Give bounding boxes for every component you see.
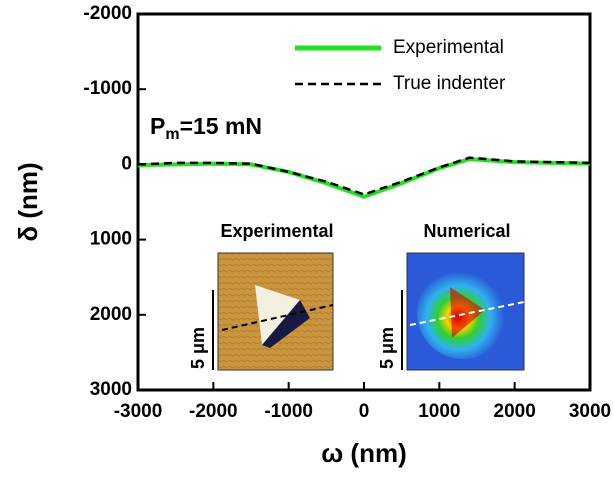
x-tick-label: 1000 [418,401,460,422]
x-tick-label: 3000 [569,401,611,422]
x-tick-label: -1000 [264,401,313,422]
x-tick-label: 2000 [494,401,536,422]
annotation-main: P [150,113,165,139]
annotation: Pm=15 mN [150,113,262,143]
y-axis-title: δ (nm) [13,162,43,241]
inset-experimental [212,252,334,371]
x-tick-label: 0 [359,401,370,422]
y-tick-label: 3000 [90,379,132,400]
y-tick-label: 0 [121,153,132,174]
x-tick-label: -2000 [189,401,238,422]
inset-title: Numerical [423,221,510,241]
inset-title: Experimental [220,221,333,241]
annotation-rest: =15 mN [180,113,262,139]
x-axis-title: ω (nm) [321,438,407,468]
inset-numerical [401,252,525,371]
y-tick-label: -1000 [83,78,132,99]
legend-label: True indenter [393,73,506,94]
inset-scale: 5 μm [188,327,208,369]
inset-scale: 5 μm [377,327,397,369]
y-tick-label: 1000 [90,229,132,250]
y-tick-label: 2000 [90,304,132,325]
legend-label: Experimental [393,37,504,58]
x-tick-label: -3000 [114,401,163,422]
annotation-sub: m [165,126,179,143]
y-tick-label: -2000 [83,3,132,24]
series-line [137,157,591,199]
